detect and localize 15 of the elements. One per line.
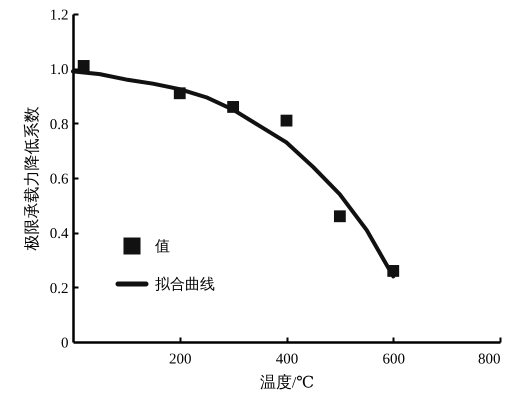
y-tick-label: 0.2 — [50, 280, 68, 297]
legend-label: 值 — [155, 237, 170, 255]
y-tick-label: 0.6 — [50, 172, 69, 188]
legend-label: 拟合曲线 — [155, 275, 215, 293]
y-tick-label: 0 — [61, 336, 68, 352]
y-axis-title: 极限承载力降低系数 — [22, 106, 41, 252]
x-tick-label: 600 — [382, 352, 405, 368]
y-tick-label: 1.2 — [50, 8, 68, 24]
y-tick-label: 1.0 — [50, 62, 68, 78]
y-tick-label: 0.4 — [50, 226, 69, 242]
x-tick-label: 400 — [276, 352, 298, 368]
x-tick-label: 800 — [478, 352, 500, 368]
y-tick-label: 0.8 — [50, 116, 68, 133]
x-axis-title: 温度/℃ — [260, 374, 314, 392]
x-tick-label: 200 — [169, 352, 192, 368]
